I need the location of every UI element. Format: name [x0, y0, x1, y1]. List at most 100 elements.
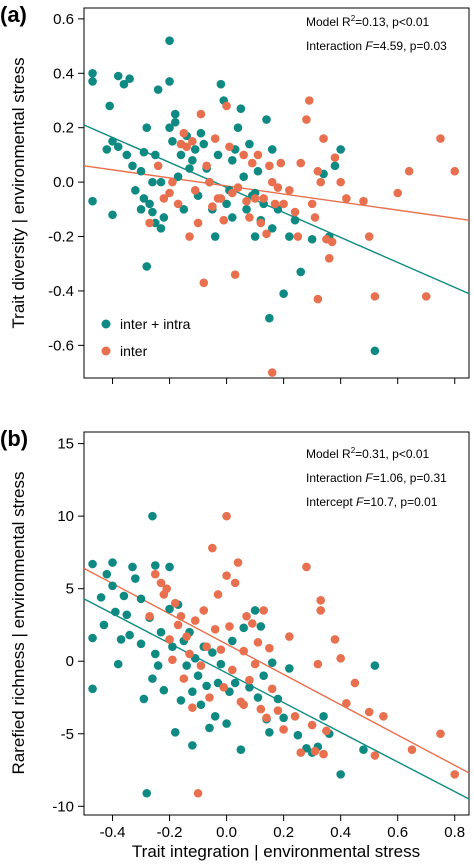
- data-point: [267, 684, 277, 694]
- data-point: [165, 188, 174, 198]
- data-point: [296, 748, 306, 757]
- data-point: [313, 166, 323, 176]
- data-point: [267, 177, 277, 187]
- data-point: [293, 730, 303, 740]
- data-point: [330, 153, 340, 162]
- legend: inter + intra inter: [101, 316, 191, 359]
- data-point: [142, 788, 152, 798]
- data-point: [99, 620, 109, 630]
- data-point: [185, 164, 194, 173]
- data-point: [273, 706, 283, 715]
- data-point: [342, 194, 351, 203]
- data-point: [216, 194, 226, 203]
- data-point: [210, 232, 220, 241]
- data-point: [139, 194, 149, 203]
- data-point: [359, 745, 368, 755]
- data-point: [190, 145, 200, 154]
- data-point: [279, 725, 288, 734]
- data-point: [276, 158, 286, 168]
- data-point: [156, 224, 166, 233]
- data-point: [213, 150, 223, 160]
- data-point: [208, 543, 217, 553]
- panel-b-y-axis: -10 -5 0 5 10 15: [52, 436, 84, 815]
- data-point: [279, 713, 288, 723]
- data-point: [319, 712, 328, 721]
- data-point: [379, 712, 388, 721]
- data-point: [153, 85, 163, 94]
- data-point: [219, 215, 229, 225]
- data-point: [131, 185, 140, 195]
- data-point: [450, 770, 460, 779]
- data-point: [222, 199, 231, 209]
- data-point: [307, 199, 317, 209]
- data-point: [208, 648, 217, 657]
- data-point: [188, 741, 197, 750]
- data-point: [233, 123, 243, 133]
- data-point: [188, 703, 197, 712]
- data-point: [239, 623, 249, 633]
- data-point: [324, 253, 334, 263]
- data-point: [145, 199, 154, 209]
- data-point: [96, 593, 106, 602]
- data-point: [170, 117, 180, 127]
- data-point: [250, 659, 260, 669]
- legend-marker: [101, 346, 111, 356]
- data-point: [242, 205, 251, 214]
- data-point: [122, 150, 132, 160]
- data-point: [190, 185, 200, 195]
- data-point: [267, 658, 277, 667]
- data-point: [222, 511, 231, 521]
- y-tick-label: 0.0: [53, 174, 74, 191]
- data-point: [182, 142, 191, 152]
- data-point: [267, 224, 277, 233]
- data-point: [310, 213, 320, 222]
- panel-a-x-axis: [112, 378, 456, 384]
- data-point: [88, 68, 97, 78]
- data-point: [216, 645, 226, 654]
- data-point: [233, 183, 243, 192]
- data-point: [182, 632, 191, 641]
- panel-a-frame: [83, 7, 470, 379]
- data-point: [370, 751, 380, 760]
- y-tick-label: 5: [66, 581, 74, 598]
- data-point: [159, 685, 169, 695]
- data-point: [253, 638, 263, 647]
- data-point: [116, 635, 126, 644]
- data-point: [265, 643, 274, 653]
- data-point: [259, 194, 268, 203]
- data-point: [370, 346, 380, 356]
- data-point: [150, 561, 160, 570]
- data-point: [165, 635, 174, 644]
- data-point: [279, 289, 288, 298]
- data-point: [407, 745, 417, 755]
- data-point: [316, 606, 326, 615]
- data-point: [142, 123, 152, 133]
- data-point: [293, 232, 303, 241]
- data-point: [265, 161, 274, 171]
- data-point: [359, 196, 368, 206]
- y-tick-label: 15: [57, 436, 74, 453]
- fit-line: [83, 165, 470, 221]
- data-point: [170, 598, 180, 608]
- data-point: [342, 698, 351, 708]
- data-point: [313, 294, 323, 304]
- data-point: [102, 145, 112, 154]
- y-tick-label: -0.4: [48, 283, 74, 300]
- data-point: [330, 161, 340, 171]
- data-point: [208, 202, 217, 211]
- data-point: [270, 199, 280, 209]
- data-point: [310, 746, 320, 756]
- data-point: [230, 678, 240, 688]
- data-point: [436, 729, 445, 739]
- data-point: [173, 199, 183, 209]
- y-tick-label: -5: [61, 726, 74, 743]
- x-tick-label: 0.2: [273, 824, 294, 841]
- data-point: [245, 139, 254, 149]
- data-point: [88, 684, 97, 694]
- panel-a-points: [88, 36, 460, 377]
- panel-a-y-axis-title: Trait diversity | environmental stress: [9, 57, 28, 328]
- data-point: [156, 627, 166, 637]
- data-point: [105, 101, 114, 111]
- data-point: [150, 649, 160, 659]
